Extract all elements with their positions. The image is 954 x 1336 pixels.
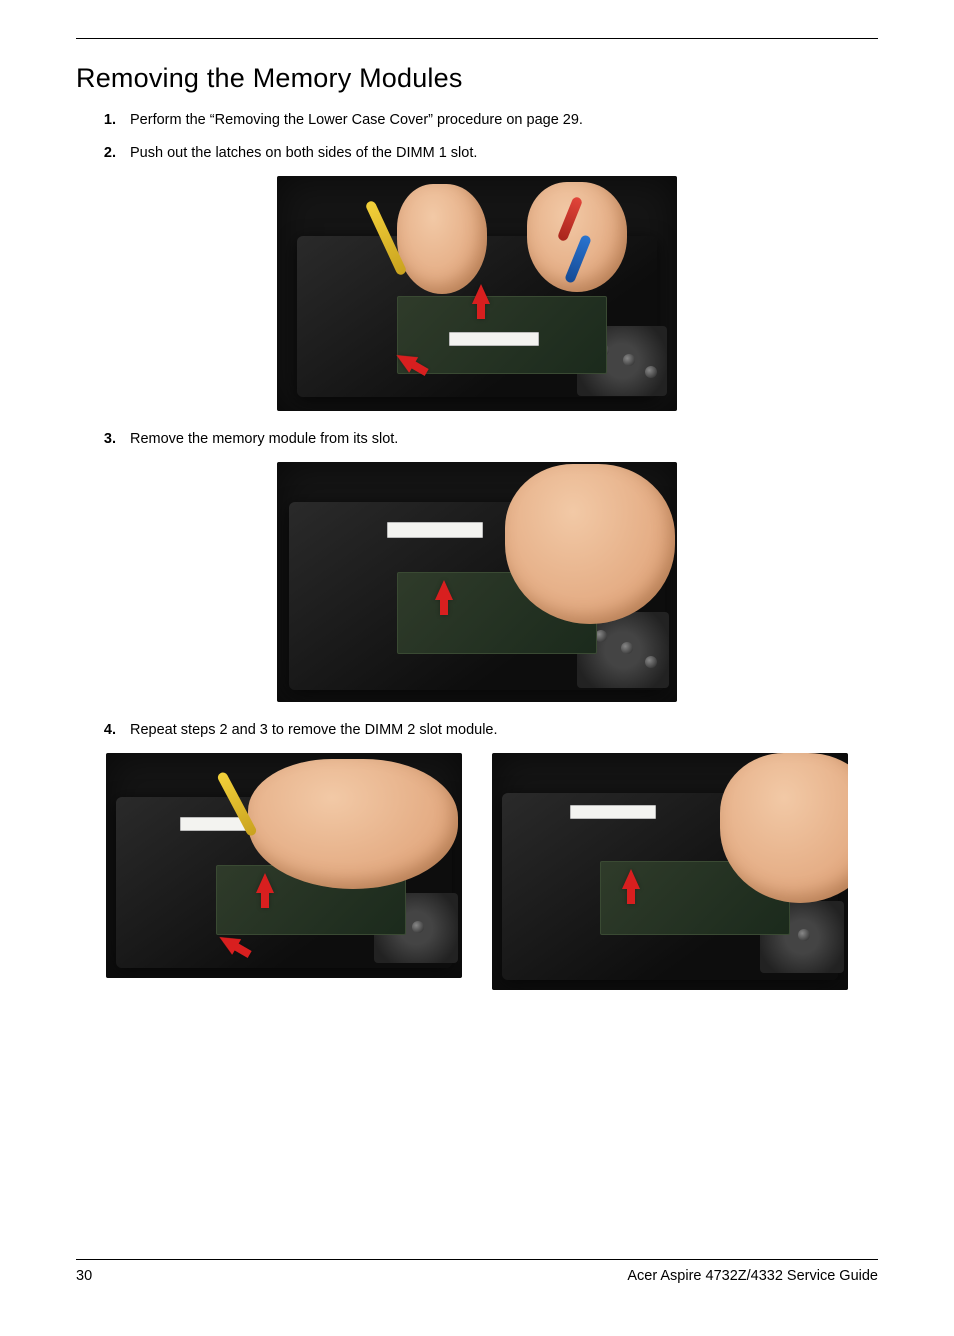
footer-title: Acer Aspire 4732Z/4332 Service Guide [627, 1268, 878, 1284]
step-4: 4. Repeat steps 2 and 3 to remove the DI… [76, 720, 878, 741]
step-text: Repeat steps 2 and 3 to remove the DIMM … [130, 720, 878, 741]
step-number: 2. [92, 143, 130, 164]
step-number: 4. [92, 720, 130, 741]
page: Removing the Memory Modules 1. Perform t… [0, 0, 954, 1336]
footer-row: 30 Acer Aspire 4732Z/4332 Service Guide [76, 1268, 878, 1284]
section-title: Removing the Memory Modules [76, 63, 878, 94]
figure-2 [76, 462, 878, 702]
page-footer: 30 Acer Aspire 4732Z/4332 Service Guide [76, 1259, 878, 1284]
step-text: Push out the latches on both sides of th… [130, 143, 878, 164]
step-number: 3. [92, 429, 130, 450]
step-1: 1. Perform the “Removing the Lower Case … [76, 110, 878, 131]
photo-dimm2-latches [106, 753, 462, 978]
photo-dimm2-remove [492, 753, 848, 990]
step-number: 1. [92, 110, 130, 131]
steps-list: 4. Repeat steps 2 and 3 to remove the DI… [76, 720, 878, 741]
figure-row-3-4 [76, 753, 878, 990]
step-text: Perform the “Removing the Lower Case Cov… [130, 110, 878, 131]
step-3: 3. Remove the memory module from its slo… [76, 429, 878, 450]
step-text: Remove the memory module from its slot. [130, 429, 878, 450]
steps-list: 1. Perform the “Removing the Lower Case … [76, 110, 878, 164]
steps-list: 3. Remove the memory module from its slo… [76, 429, 878, 450]
photo-dimm1-latches [277, 176, 677, 411]
figure-1 [76, 176, 878, 411]
footer-rule [76, 1259, 878, 1260]
top-rule [76, 38, 878, 39]
page-number: 30 [76, 1268, 92, 1284]
photo-remove-module [277, 462, 677, 702]
step-2: 2. Push out the latches on both sides of… [76, 143, 878, 164]
